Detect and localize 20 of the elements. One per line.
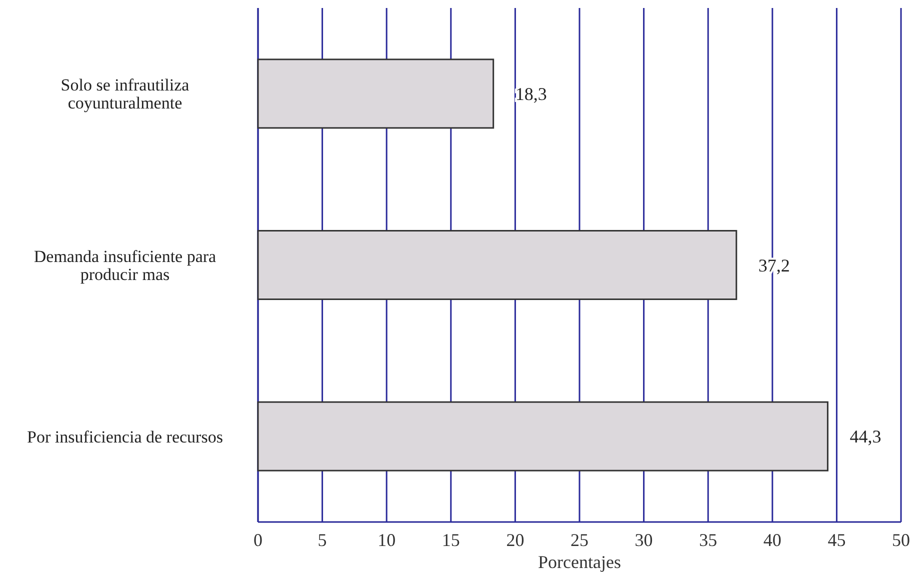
y-tick-label: Por insuficiencia de recursos [27, 427, 223, 446]
x-tick-label: 35 [699, 530, 718, 550]
x-tick-label: 5 [318, 530, 327, 550]
x-tick-label: 50 [892, 530, 910, 550]
x-tick-label: 10 [378, 530, 396, 550]
bar [257, 58, 494, 129]
x-axis-title: Porcentajes [538, 552, 621, 572]
x-tick-label: 30 [634, 530, 653, 550]
y-tick-label: Demanda insuficiente para producir mas [34, 246, 217, 284]
data-label: 44,3 [850, 426, 882, 447]
bar [257, 230, 738, 300]
y-tick-label: Solo se infrautiliza coyunturalmente [60, 76, 190, 112]
data-label: 18,3 [515, 84, 547, 104]
x-tick-label: 20 [506, 530, 524, 550]
x-tick-label: 25 [570, 530, 588, 550]
bar [257, 401, 828, 472]
x-tick-label: 0 [254, 530, 262, 550]
x-tick-label: 45 [828, 530, 846, 550]
x-tick-label: 40 [763, 530, 782, 550]
x-tick-label: 15 [442, 530, 460, 550]
